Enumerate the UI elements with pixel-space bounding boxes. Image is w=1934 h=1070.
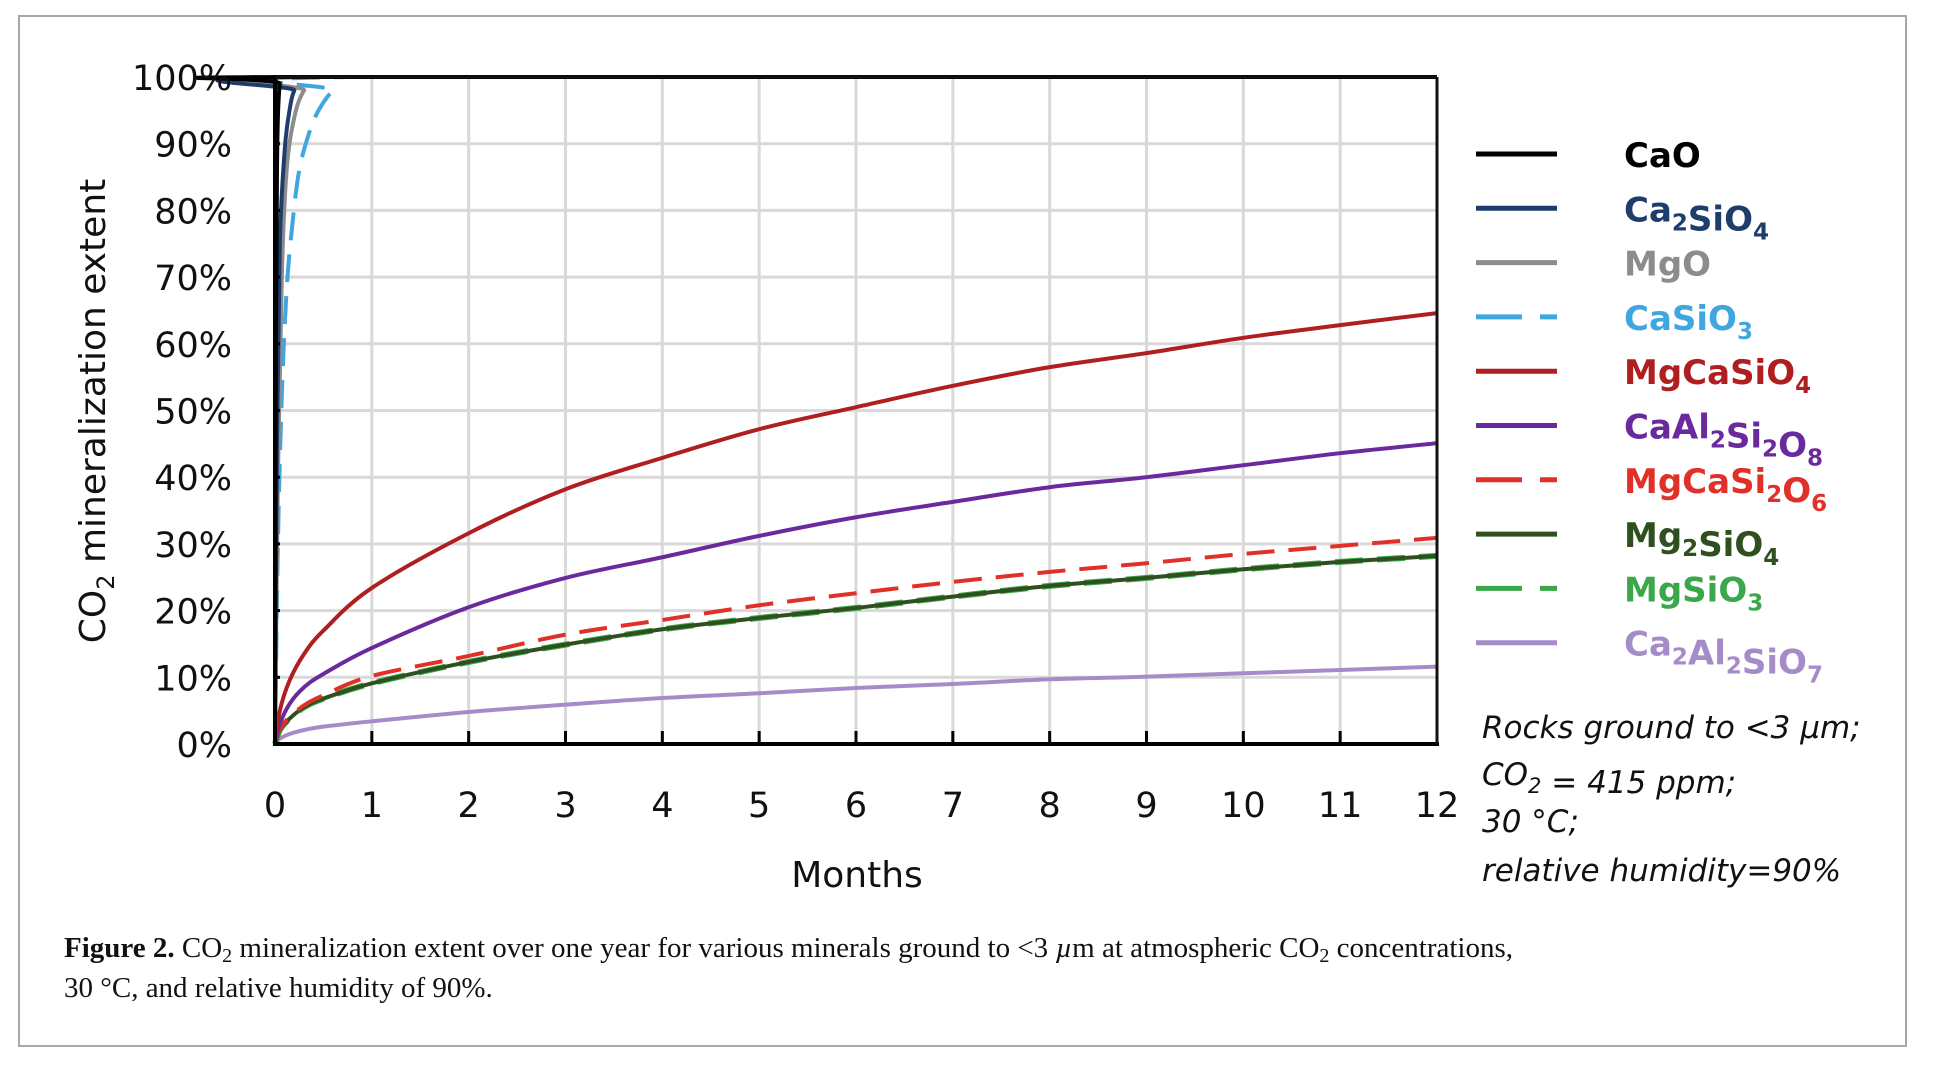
legend-item-MgO: MgO [1476,245,1711,285]
x-tick-label: 1 [361,786,383,826]
caption-subscript: 2 [1319,945,1330,967]
y-tick-label: 70% [154,259,232,299]
y-tick-label: 80% [154,192,232,232]
figure-caption: Figure 2. CO2 mineralization extent over… [64,928,1864,1008]
annotation-line: 30 °C; [1482,804,1579,840]
legend-item-MgSiO3: MgSiO3 [1476,570,1763,616]
caption-text: m at atmospheric CO [1072,932,1320,964]
legend-label: Ca2SiO4 [1624,190,1769,245]
series-line-MgCaSiO4 [273,311,1438,745]
caption-text: concentrations, [1329,932,1514,964]
conditions-annotation: Rocks ground to <3 µm; CO2 = 415 ppm;30 °… [1482,710,1861,889]
y-tick-label: 60% [154,326,232,366]
x-tick-label: 0 [264,786,286,826]
x-tick-label: 11 [1318,786,1363,826]
x-axis-label: Months [791,855,923,896]
caption-text: µ [1055,932,1073,964]
series-line-Ca2Al2SiO7 [273,664,1438,746]
x-tick-label: 5 [748,786,770,826]
y-axis-label: CO2 mineralization extent [73,179,120,643]
series-line-CaSiO3 [264,74,1437,745]
legend-label: MgO [1624,245,1711,285]
y-tick-label: 20% [154,593,232,633]
legend-item-CaSiO3: CaSiO3 [1476,299,1753,345]
legend-item-Ca2Al2SiO7: Ca2Al2SiO7 [1476,625,1823,689]
y-tick-label: 40% [154,459,232,499]
legend-label: MgSiO3 [1624,570,1763,616]
x-tick-label: 4 [651,786,673,826]
caption-text: CO [174,932,223,964]
legend-label: CaO [1624,136,1701,176]
legend-item-MgCaSi2O6: MgCaSi2O6 [1476,462,1827,517]
legend-item-Ca2SiO4: Ca2SiO4 [1476,190,1769,245]
caption-label: Figure 2. [64,932,175,964]
figure-frame [18,15,1907,1047]
y-tick-label: 30% [154,526,232,566]
annotation-line: relative humidity=90% [1482,853,1841,889]
y-tick-label: 90% [154,126,232,166]
y-tick-labels: 0% 10% 20% 30% 40% 50% 60% 70% 80% 90% 100% [132,59,232,766]
legend-label: MgCaSiO4 [1624,353,1811,399]
annotation-line: Rocks ground to <3 µm; [1482,710,1861,746]
legend-item-CaAl2Si2O8: CaAl2Si2O8 [1476,408,1823,472]
y-axis-label-rest: mineralization extent [73,179,114,575]
y-tick-label: 10% [154,659,232,699]
y-tick-label: 100% [132,59,232,99]
y-tick-label: 50% [154,393,232,433]
legend-label: CaAl2Si2O8 [1624,408,1823,472]
legend-label: Mg2SiO4 [1624,516,1779,571]
x-tick-label: 12 [1415,786,1460,826]
legend-label: MgCaSi2O6 [1624,462,1827,517]
x-tick-label: 7 [942,786,964,826]
series-line-CaAl2Si2O8 [273,441,1438,745]
y-axis-label-main: CO [73,590,114,643]
x-tick-label: 3 [554,786,576,826]
y-axis-label-sub: 2 [92,574,120,589]
legend-label: Ca2Al2SiO7 [1624,625,1823,689]
x-tick-labels: 0 1 2 3 4 5 6 7 8 9 10 11 12 [264,786,1459,826]
series-line-MgCaSi2O6 [273,535,1438,745]
caption-line-2: 30 °C, and relative humidity of 90%. [64,972,493,1004]
y-tick-label: 0% [176,726,232,766]
caption-line-1: Figure 2. CO2 mineralization extent over… [64,928,1864,968]
axes [273,75,1439,746]
x-tick-label: 8 [1039,786,1061,826]
legend-item-CaO: CaO [1476,136,1701,176]
caption-text: mineralization extent over one year for … [232,932,1056,964]
x-tick-label: 2 [458,786,480,826]
annotation-line: CO2 = 415 ppm; [1482,757,1736,801]
legend-item-MgCaSiO4: MgCaSiO4 [1476,353,1811,399]
x-tick-label: 6 [845,786,867,826]
x-tick-label: 9 [1135,786,1157,826]
x-tick-label: 10 [1221,786,1266,826]
legend-label: CaSiO3 [1624,299,1753,345]
legend-item-Mg2SiO4: Mg2SiO4 [1476,516,1779,571]
caption-subscript: 2 [222,945,233,967]
grid [275,75,1437,744]
